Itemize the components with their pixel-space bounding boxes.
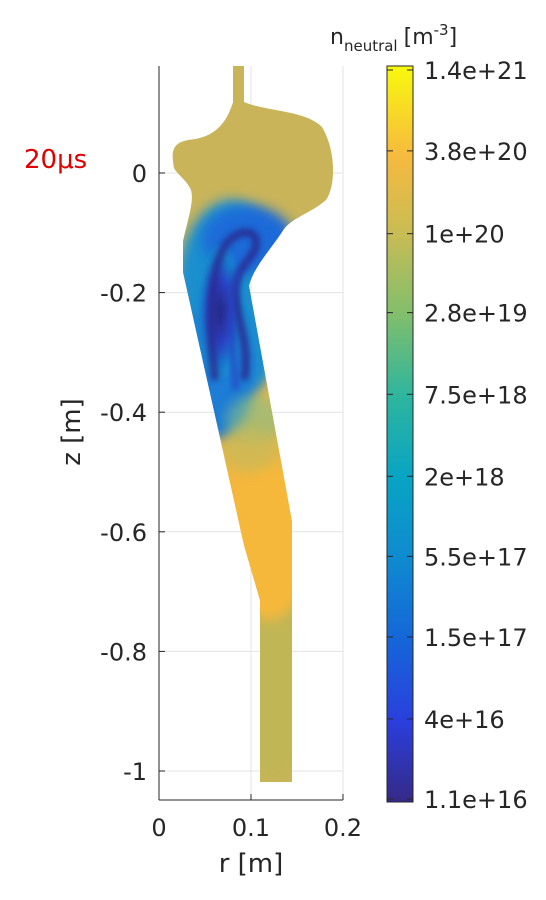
colorbar-tick-label: 1.1e+16: [424, 786, 528, 814]
colorbar-tick-label: 7.5e+18: [424, 381, 528, 409]
x-tick-label: 0.1: [232, 814, 270, 842]
x-tick-label: 0.2: [324, 814, 362, 842]
x-axis: 0 0.1 0.2: [151, 794, 362, 842]
colorbar-title-subscript: neutral: [344, 37, 398, 55]
colorbar-title-close: ]: [449, 25, 458, 50]
colorbar-tick-label: 2.8e+19: [424, 300, 528, 328]
x-tick-label: 0: [151, 814, 166, 842]
colorbar-tick-label: 1.5e+17: [424, 624, 528, 652]
colorbar-title-symbol: n: [330, 25, 344, 50]
y-tick-label: -1: [123, 758, 147, 786]
y-tick-label: -0.2: [100, 280, 147, 308]
colorbar-tick-label: 2e+18: [424, 463, 505, 491]
x-axis-label: r [m]: [219, 849, 284, 879]
colorbar-tick-label: 4e+16: [424, 706, 505, 734]
colorbar-tick-label: 1e+20: [424, 221, 505, 249]
colorbar-tick-label: 3.8e+20: [424, 138, 528, 166]
colorbar-title-exponent: -3: [434, 21, 449, 39]
colorbar-tick-label: 5.5e+17: [424, 543, 528, 571]
y-axis-label: z [m]: [57, 398, 87, 466]
colorbar: 1.4e+21 3.8e+20 1e+20 2.8e+19 7.5e+18 2e+18 5.…: [330, 21, 528, 814]
colorbar-title-unit: [m: [404, 25, 434, 50]
colorbar-gradient: [386, 65, 414, 803]
time-annotation: 20μs: [24, 145, 87, 175]
y-tick-label: -0.4: [100, 399, 147, 427]
y-axis: 0 -0.2 -0.4 -0.6 -0.8 -1: [100, 160, 165, 786]
y-tick-label: 0: [132, 160, 147, 188]
y-tick-label: -0.6: [100, 519, 147, 547]
colorbar-title: nneutral [m-3]: [330, 21, 457, 55]
colorbar-tick-label: 1.4e+21: [424, 57, 528, 85]
colorbar-ticks: 1.4e+21 3.8e+20 1e+20 2.8e+19 7.5e+18 2e+18 5.…: [387, 57, 528, 814]
y-tick-label: -0.8: [100, 638, 147, 666]
